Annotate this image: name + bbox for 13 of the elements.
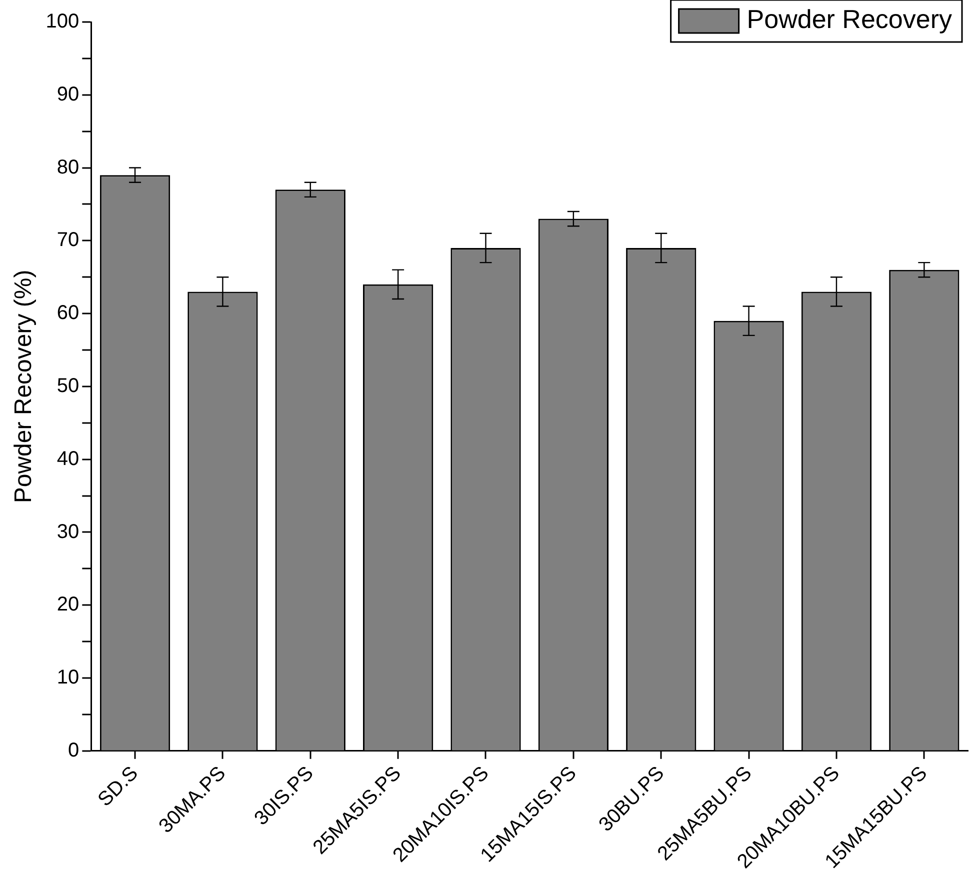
y-tick-label: 30 bbox=[56, 520, 80, 543]
y-tick-label: 10 bbox=[56, 666, 80, 689]
y-tick-label: 70 bbox=[56, 229, 80, 252]
y-tick-label: 90 bbox=[56, 83, 80, 106]
y-tick-label: 40 bbox=[56, 448, 80, 470]
y-tick-label: 50 bbox=[56, 374, 80, 397]
y-tick-label: 60 bbox=[56, 302, 80, 324]
y-tick-label: 80 bbox=[56, 156, 80, 178]
y-axis-title: Powder Recovery (%) bbox=[10, 270, 38, 504]
legend-label: Powder Recovery bbox=[746, 4, 952, 34]
y-tick-label: 0 bbox=[68, 739, 80, 762]
y-tick-label: 100 bbox=[46, 10, 80, 33]
y-tick-label: 20 bbox=[56, 594, 80, 616]
